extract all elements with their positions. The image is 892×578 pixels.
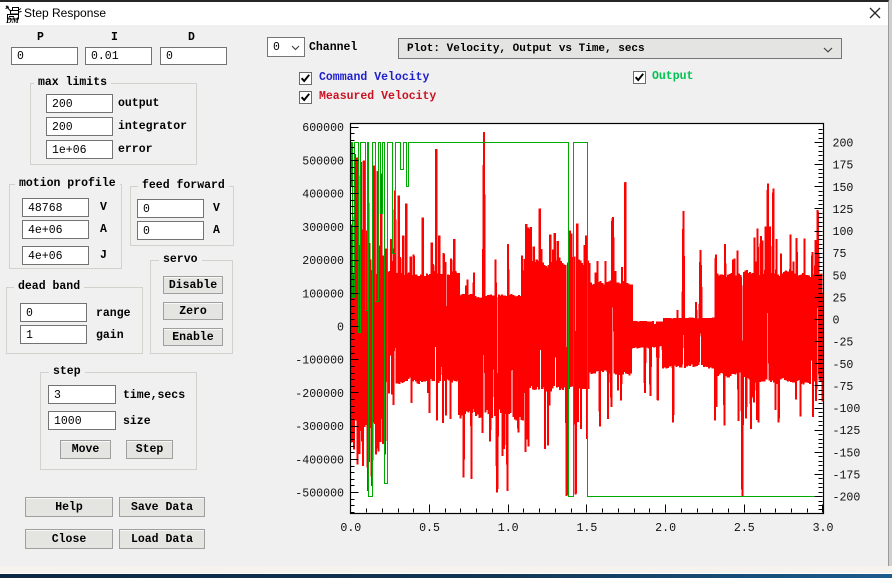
svg-text:200: 200 — [833, 138, 854, 151]
svg-text:-100000: -100000 — [295, 355, 344, 368]
svg-text:-500000: -500000 — [295, 488, 344, 501]
svg-text:100: 100 — [833, 226, 854, 239]
svg-text:0: 0 — [833, 315, 840, 328]
svg-text:-200: -200 — [833, 492, 861, 505]
svg-text:1.5: 1.5 — [576, 522, 597, 535]
svg-text:DM: DM — [5, 16, 20, 24]
svg-text:0.5: 0.5 — [419, 522, 440, 535]
svg-text:400000: 400000 — [302, 189, 344, 202]
svg-text:2.0: 2.0 — [655, 522, 676, 535]
svg-text:1.0: 1.0 — [498, 522, 519, 535]
svg-text:-150: -150 — [833, 447, 861, 460]
svg-text:3.0: 3.0 — [813, 522, 834, 535]
svg-text:-200000: -200000 — [295, 388, 344, 401]
svg-text:-50: -50 — [833, 359, 854, 372]
svg-text:300000: 300000 — [302, 222, 344, 235]
svg-text:500000: 500000 — [302, 155, 344, 168]
svg-text:-175: -175 — [833, 470, 861, 483]
svg-text:50: 50 — [833, 270, 847, 283]
svg-text:125: 125 — [833, 204, 854, 217]
svg-text:-400000: -400000 — [295, 454, 344, 467]
svg-text:-300000: -300000 — [295, 421, 344, 434]
svg-text:-125: -125 — [833, 425, 861, 438]
svg-text:2.5: 2.5 — [734, 522, 755, 535]
svg-text:600000: 600000 — [302, 122, 344, 135]
svg-text:0.0: 0.0 — [340, 522, 361, 535]
svg-text:-75: -75 — [833, 381, 854, 394]
svg-text:175: 175 — [833, 160, 854, 173]
svg-text:0: 0 — [337, 322, 344, 335]
svg-text:150: 150 — [833, 182, 854, 195]
svg-text:75: 75 — [833, 248, 847, 261]
svg-text:-100: -100 — [833, 403, 861, 416]
svg-text:25: 25 — [833, 293, 847, 306]
svg-text:200000: 200000 — [302, 255, 344, 268]
svg-text:-25: -25 — [833, 337, 854, 350]
svg-text:100000: 100000 — [302, 288, 344, 301]
